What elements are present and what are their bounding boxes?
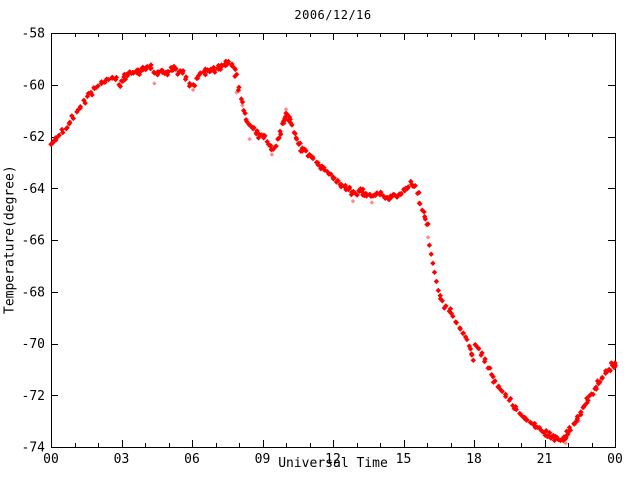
x-tick-label: 00 xyxy=(43,452,59,467)
y-tick-label: -72 xyxy=(22,389,45,404)
y-tick-label: -74 xyxy=(22,441,46,456)
x-tick-label: 09 xyxy=(255,452,271,467)
y-tick-label: -66 xyxy=(22,234,45,249)
y-tick-label: -64 xyxy=(22,182,46,197)
scatter-outlier-points xyxy=(152,81,581,446)
y-tick-label: -58 xyxy=(22,27,45,42)
chart-title: 2006/12/16 xyxy=(294,8,372,22)
x-axis-label: Universal Time xyxy=(278,456,388,471)
x-tick-label: 21 xyxy=(537,452,553,467)
y-tick-label: -62 xyxy=(22,130,45,145)
x-tick-label: 03 xyxy=(114,452,130,467)
x-tick-label: 18 xyxy=(466,452,482,467)
x-tick-labels: 00 03 06 09 12 15 18 21 00 xyxy=(43,452,623,467)
axis-ticks xyxy=(51,33,616,448)
plot-frame xyxy=(51,33,616,448)
y-tick-label: -70 xyxy=(22,337,45,352)
x-tick-label: 15 xyxy=(396,452,412,467)
x-tick-label: 06 xyxy=(184,452,200,467)
x-tick-label: 12 xyxy=(325,452,341,467)
y-tick-label: -60 xyxy=(22,78,45,93)
y-tick-labels: -58 -60 -62 -64 -66 -68 -70 -72 -74 xyxy=(22,27,46,456)
x-tick-label: 00 xyxy=(607,452,623,467)
y-tick-label: -68 xyxy=(22,285,45,300)
scatter-points xyxy=(48,58,618,444)
